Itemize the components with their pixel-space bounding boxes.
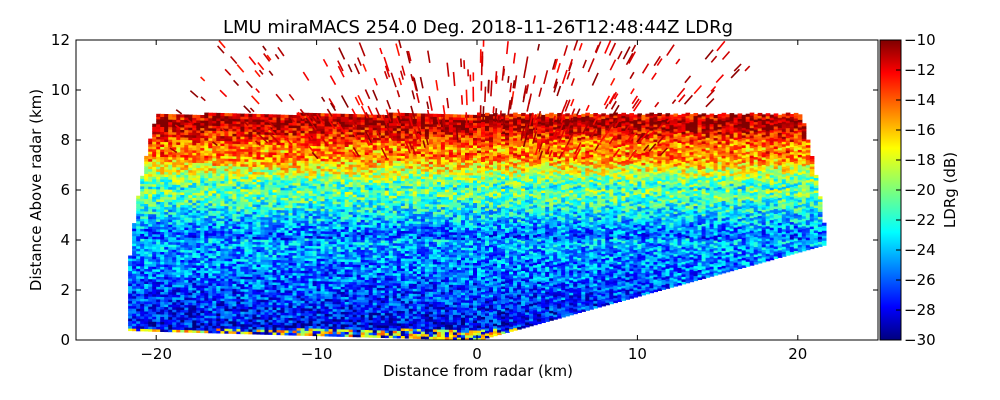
colorbar-tick-label: −20 [904, 181, 936, 199]
chart-title: LMU miraMACS 254.0 Deg. 2018-11-26T12:48… [223, 17, 733, 38]
colorbar-tick-label: −22 [904, 211, 936, 229]
y-axis-ticks: 0 2 4 6 8 10 12 [51, 31, 878, 349]
ldr-data-field [128, 40, 827, 340]
y-axis-label: Distance Above radar (km) [27, 89, 45, 291]
y-tick-label: 0 [60, 331, 70, 349]
x-tick-label: 20 [788, 345, 807, 363]
colorbar-tick-label: −16 [904, 121, 936, 139]
colorbar-tick-label: −30 [904, 331, 936, 349]
y-tick-label: 8 [60, 131, 70, 149]
colorbar-tick-label: −12 [904, 61, 936, 79]
x-axis-label: Distance from radar (km) [383, 362, 573, 380]
x-tick-label: 0 [472, 345, 482, 363]
y-tick-label: 4 [60, 231, 70, 249]
y-tick-label: 10 [51, 81, 70, 99]
colorbar-label: LDRg (dB) [941, 152, 959, 228]
colorbar-tick-label: −10 [904, 31, 936, 49]
x-tick-label: −20 [140, 345, 172, 363]
x-axis-ticks: −20 −10 0 10 20 [140, 40, 807, 363]
colorbar-tick-label: −24 [904, 241, 936, 259]
x-tick-label: −10 [301, 345, 333, 363]
y-tick-label: 2 [60, 281, 70, 299]
colorbar-tick-label: −26 [904, 271, 936, 289]
y-tick-label: 6 [60, 181, 70, 199]
x-tick-label: 10 [628, 345, 647, 363]
colorbar-tick-label: −14 [904, 91, 936, 109]
colorbar-tick-label: −18 [904, 151, 936, 169]
colorbar-tick-label: −28 [904, 301, 936, 319]
y-tick-label: 12 [51, 31, 70, 49]
colorbar-ticks: −10 −12 −14 −16 −18 −20 −22 −24 −26 −28 −30 [896, 31, 936, 349]
